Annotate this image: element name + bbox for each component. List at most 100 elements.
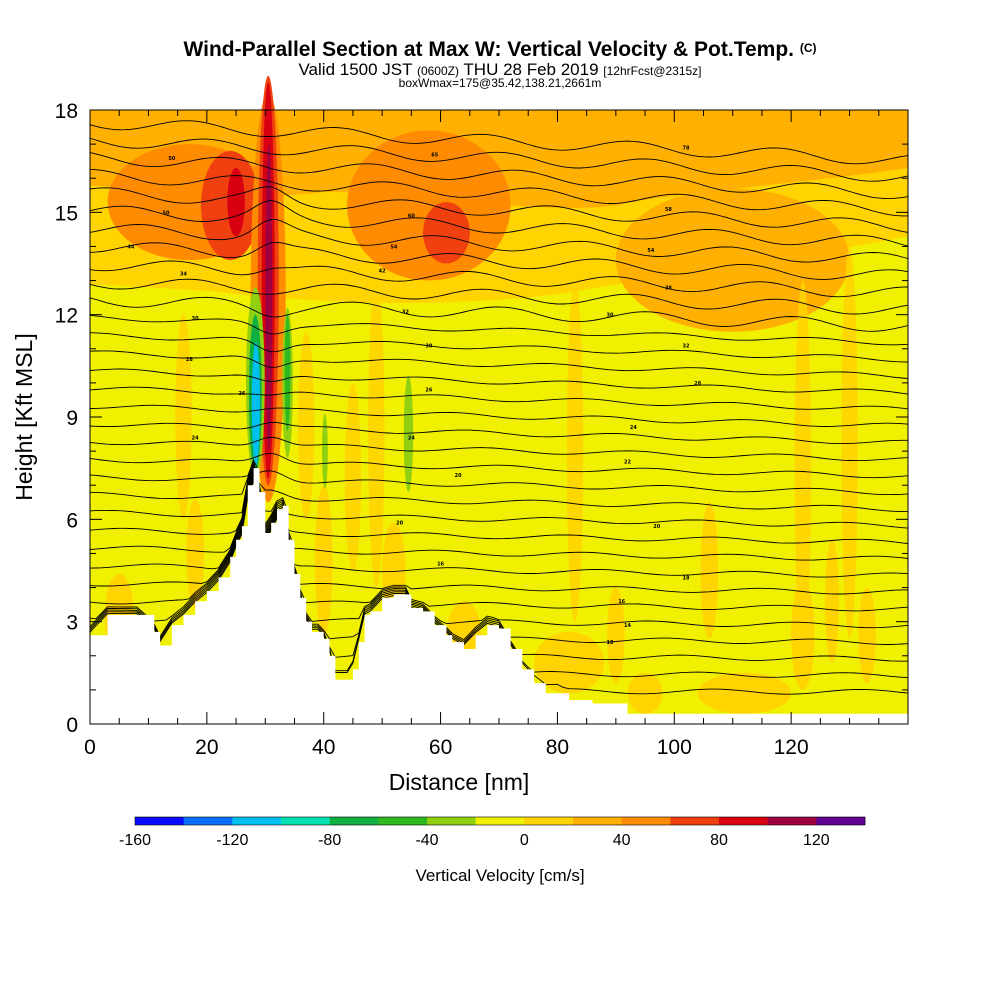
y-tick-label: 3 [66, 612, 78, 635]
field-streak [794, 280, 812, 656]
theta-contour [89, 218, 909, 263]
theta-contour [89, 168, 908, 217]
theta-contour [89, 332, 909, 363]
theta-contour [89, 475, 909, 645]
colorbar-swatch [670, 817, 720, 825]
field-blob [627, 672, 663, 714]
theta-contour [89, 421, 908, 445]
theta-contour [89, 137, 909, 182]
colorbar-tick-label: -160 [119, 832, 151, 849]
theta-contour [89, 473, 909, 629]
y-tick-label: 9 [66, 407, 78, 430]
contour-label: 10 [607, 640, 614, 646]
colorbar-tick-label: -40 [415, 832, 438, 849]
x-tick-label: 40 [312, 736, 335, 759]
x-tick-label: 20 [195, 736, 218, 759]
colorbar-swatch [621, 817, 671, 825]
contour-label: 20 [455, 473, 462, 479]
field-blob [825, 539, 840, 663]
y-tick-label: 18 [55, 100, 78, 123]
theta-contour [89, 120, 909, 165]
colorbar-tick-label: -80 [318, 832, 341, 849]
colorbar-tick-label: 0 [520, 832, 529, 849]
valid-time-jst: Valid 1500 JST [298, 60, 413, 79]
chart-title: Wind-Parallel Section at Max W: Vertical… [0, 38, 1000, 62]
contour-label: 54 [647, 248, 654, 254]
contour-label: 78 [682, 146, 689, 152]
colorbar-swatch [232, 817, 282, 825]
x-tick-label: 120 [774, 736, 809, 759]
contour-label: 30 [607, 313, 614, 319]
theta-contour [89, 241, 909, 280]
colorbar-tick-label: 40 [613, 832, 631, 849]
contour-label: 58 [665, 207, 672, 213]
theta-contour [89, 296, 909, 332]
contour-label: 60 [408, 214, 415, 220]
theta-contour [89, 459, 909, 496]
field-blob [534, 631, 605, 694]
theta-contour [89, 404, 909, 427]
colorbar-swatch [573, 817, 622, 825]
theta-contour [89, 436, 909, 462]
theta-contour [89, 200, 909, 247]
theta-contour [89, 470, 908, 595]
field-blob [186, 498, 204, 609]
contour-label: 65 [431, 152, 438, 158]
valid-date: THU 28 Feb 2019 [463, 60, 599, 79]
y-tick-label: 6 [66, 509, 78, 532]
contour-label: 38 [665, 285, 672, 291]
colorbar-tick-label: 80 [710, 832, 728, 849]
contour-label: 26 [238, 391, 245, 397]
x-tick-label: 0 [84, 736, 96, 759]
field-streak [175, 314, 192, 520]
contour-label: 28 [694, 381, 701, 387]
theta-contour [89, 471, 909, 612]
contour-label: 20 [396, 521, 403, 527]
theta-contour [89, 368, 909, 395]
contour-label: 54 [390, 244, 397, 250]
contour-label: 44 [127, 244, 134, 250]
field-region-upper [90, 110, 908, 209]
y-tick-label: 12 [55, 305, 78, 328]
field-streak [298, 331, 315, 520]
theta-contour [89, 462, 909, 529]
field-blob [314, 485, 333, 636]
box-info: boxWmax=175@35.42,138.21,2661m [398, 76, 602, 90]
colorbar-swatch [816, 817, 866, 825]
field-streak [841, 246, 858, 639]
x-axis-label: Distance [nm] [389, 769, 530, 795]
field-blob [858, 587, 876, 684]
theta-contour [89, 186, 909, 233]
colorbar-swatch [524, 817, 574, 825]
contour-label: 50 [162, 210, 169, 216]
valid-time-utc: (0600Z) [416, 64, 459, 78]
contour-label: 34 [180, 272, 187, 278]
contour-label: 32 [402, 309, 409, 315]
downdraft-plume [284, 314, 291, 431]
field-blob [227, 167, 245, 237]
contour-label: 30 [425, 343, 432, 349]
field-blob [700, 502, 719, 639]
theta-contour [89, 466, 909, 561]
field-streak [368, 280, 385, 588]
colorbar-tick-label: -120 [216, 832, 248, 849]
contour-label: 32 [682, 343, 689, 349]
theta-contour [89, 260, 909, 298]
y-tick-label: 0 [66, 714, 78, 737]
y-tick-label: 15 [55, 202, 78, 225]
contour-label: 26 [425, 388, 432, 394]
contour-label: 18 [682, 575, 689, 581]
theta-contour [89, 460, 908, 513]
theta-contour [89, 386, 909, 410]
contour-label: 24 [630, 425, 637, 431]
colorbar-label: Vertical Velocity [cm/s] [415, 866, 584, 885]
contour-label: 30 [192, 316, 199, 322]
field-blob [697, 672, 792, 714]
x-tick-label: 100 [657, 736, 692, 759]
theta-contour [89, 278, 909, 315]
contour-label: 16 [437, 562, 444, 568]
colorbar-swatch [281, 817, 330, 825]
theta-contour [89, 476, 908, 662]
colorbar-swatch [475, 817, 525, 825]
theta-contour [89, 152, 909, 200]
